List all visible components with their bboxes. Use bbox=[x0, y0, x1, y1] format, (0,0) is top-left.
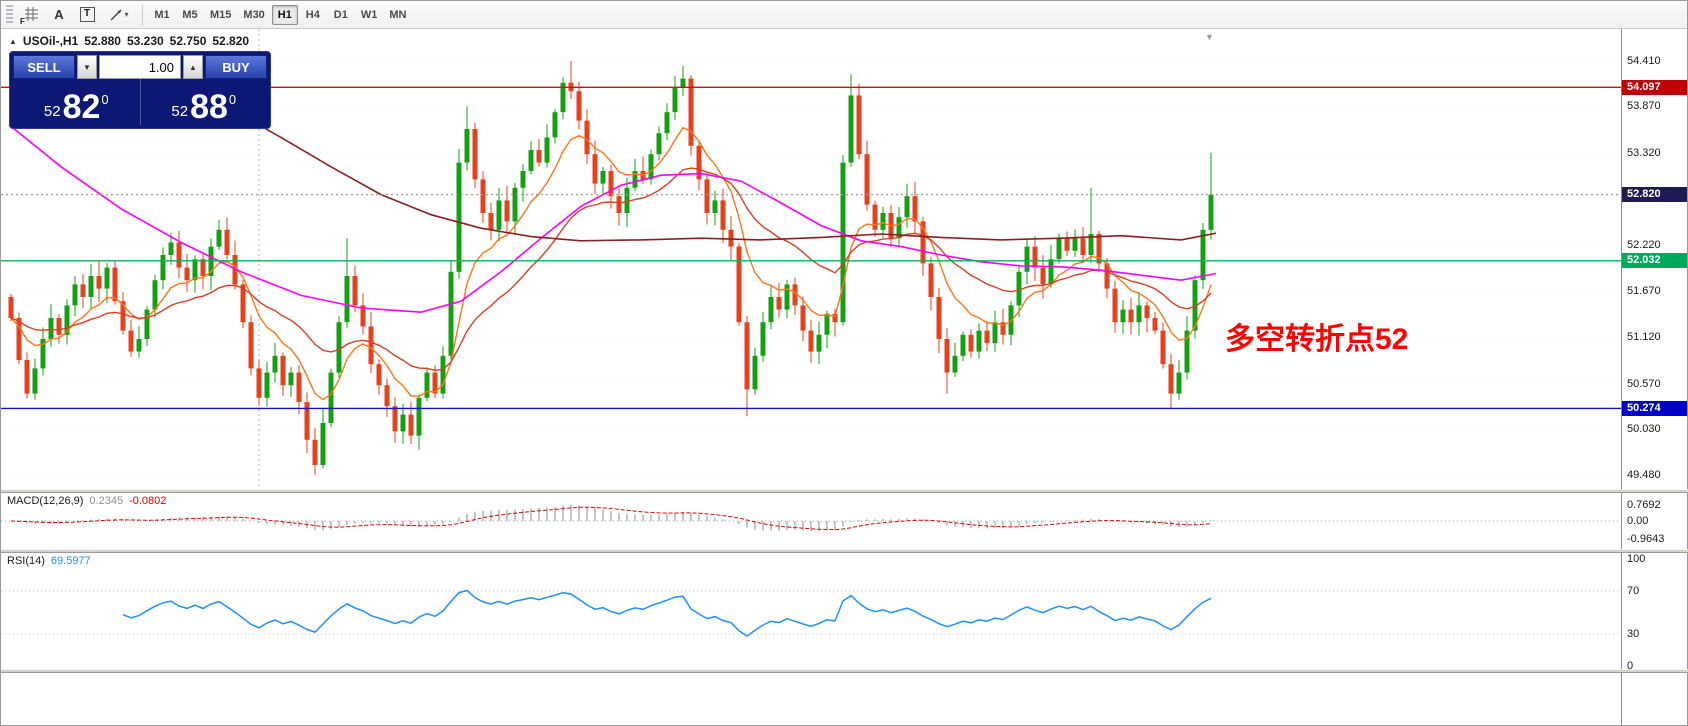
y-axis-label: 52.220 bbox=[1627, 239, 1661, 251]
y-axis-label: 49.480 bbox=[1627, 469, 1661, 481]
rsi-panel[interactable]: RSI(14) 69.5977 bbox=[1, 553, 1623, 669]
buy-button[interactable]: BUY bbox=[205, 55, 267, 79]
chart-shift-marker-icon[interactable]: ▼ bbox=[1205, 32, 1214, 42]
buy-price-prefix: 52 bbox=[171, 103, 189, 120]
timeframe-d1[interactable]: D1 bbox=[328, 5, 354, 25]
fibonacci-f-glyph: F bbox=[20, 16, 25, 26]
y-axis-label: 54.410 bbox=[1627, 55, 1661, 67]
ohlc-close: 52.820 bbox=[212, 34, 250, 48]
macd-name: MACD(12,26,9) bbox=[7, 495, 84, 507]
text-a-glyph: A bbox=[54, 7, 64, 22]
volume-down-button[interactable]: ▼ bbox=[77, 55, 97, 79]
rsi-value: 69.5977 bbox=[50, 555, 91, 567]
buy-price-sup: 0 bbox=[228, 92, 237, 107]
rsi-name: RSI(14) bbox=[7, 555, 45, 567]
sell-price[interactable]: 52 82 0 bbox=[13, 79, 140, 125]
price-badge: 52.032 bbox=[1622, 253, 1687, 268]
chart-canvas[interactable]: ▲ USOil-,H1 52.880 53.230 52.750 52.820 … bbox=[1, 29, 1623, 489]
timeframe-h4[interactable]: H4 bbox=[300, 5, 326, 25]
rsi-axis-label: 70 bbox=[1627, 585, 1640, 597]
symbol-timeframe: USOil-,H1 bbox=[22, 34, 79, 48]
sell-price-prefix: 52 bbox=[43, 103, 61, 120]
y-axis-label: 51.120 bbox=[1627, 331, 1661, 343]
volume-input[interactable] bbox=[99, 55, 181, 79]
macd-signal-value: -0.0802 bbox=[129, 495, 167, 507]
macd-label: MACD(12,26,9) 0.2345 -0.0802 bbox=[7, 495, 166, 507]
rsi-chart-svg bbox=[1, 589, 1623, 638]
grid-icon bbox=[24, 7, 38, 21]
sell-price-sup: 0 bbox=[101, 92, 109, 107]
sell-price-big: 82 bbox=[62, 88, 101, 127]
timeframe-h1[interactable]: H1 bbox=[271, 4, 298, 25]
macd-chart-svg bbox=[1, 505, 1623, 532]
one-click-trading-panel: SELL ▼ ▲ BUY 52 82 0 52 88 0 bbox=[9, 51, 271, 129]
text-label-tool-icon[interactable]: T bbox=[74, 3, 100, 27]
price-chart-svg bbox=[1, 29, 1623, 489]
ohlc-high: 53.230 bbox=[126, 34, 164, 48]
chart-header: ▲ USOil-,H1 52.880 53.230 52.750 52.820 bbox=[9, 34, 249, 48]
text-tool-icon[interactable]: A bbox=[46, 3, 72, 27]
volume-up-button[interactable]: ▲ bbox=[183, 55, 203, 79]
ohlc-low: 52.750 bbox=[169, 34, 207, 48]
ohlc-open: 52.880 bbox=[84, 34, 121, 48]
buy-price[interactable]: 52 88 0 bbox=[139, 79, 268, 127]
timeframe-mn[interactable]: MN bbox=[384, 5, 411, 25]
timeframe-m15[interactable]: M15 bbox=[205, 5, 236, 25]
sell-button[interactable]: SELL bbox=[13, 55, 75, 79]
y-axis-label: 51.670 bbox=[1627, 285, 1661, 297]
macd-axis-label: 0.7692 bbox=[1627, 499, 1661, 511]
buy-price-big: 88 bbox=[190, 88, 228, 127]
price-badge: 50.274 bbox=[1622, 401, 1687, 416]
rsi-axis-label: 30 bbox=[1627, 628, 1640, 640]
toolbar-separator bbox=[142, 4, 143, 25]
fibonacci-icon[interactable]: F bbox=[18, 3, 44, 27]
rsi-axis-label: 0 bbox=[1627, 660, 1634, 672]
macd-main-value: 0.2345 bbox=[89, 495, 124, 507]
price-axis[interactable]: 54.410 53.870 53.320 52.220 51.670 51.120 50.5… bbox=[1621, 29, 1687, 725]
timeframe-m5[interactable]: M5 bbox=[177, 5, 203, 25]
rsi-axis-label: 100 bbox=[1627, 553, 1646, 565]
toolbar-grip[interactable] bbox=[6, 4, 13, 25]
timeframe-w1[interactable]: W1 bbox=[356, 5, 383, 25]
timeframe-m30[interactable]: M30 bbox=[238, 5, 269, 25]
rsi-label: RSI(14) 69.5977 bbox=[7, 555, 91, 567]
text-t-glyph: T bbox=[79, 7, 95, 22]
macd-axis-label: 0.00 bbox=[1627, 515, 1649, 527]
panel-separator[interactable] bbox=[1, 549, 1688, 553]
y-axis-label: 50.030 bbox=[1627, 423, 1661, 435]
y-axis-label: 53.320 bbox=[1627, 147, 1661, 159]
y-axis-label: 50.570 bbox=[1627, 378, 1661, 390]
time-axis[interactable] bbox=[1, 673, 1623, 725]
macd-axis-label: -0.9643 bbox=[1627, 533, 1665, 545]
y-axis-label: 53.870 bbox=[1627, 100, 1661, 112]
price-badge: 54.097 bbox=[1622, 80, 1687, 95]
toolbar: F A T ▾ M1 M5 M15 M30 H1 H4 D1 W1 MN bbox=[1, 1, 1687, 29]
timeframe-m1[interactable]: M1 bbox=[149, 5, 175, 25]
macd-panel[interactable]: MACD(12,26,9) 0.2345 -0.0802 bbox=[1, 493, 1623, 549]
trendline-icon bbox=[110, 9, 122, 20]
panel-separator[interactable] bbox=[1, 669, 1688, 673]
chart-text-annotation: 多空转折点52 bbox=[1225, 323, 1409, 356]
panel-separator[interactable] bbox=[1, 489, 1688, 493]
price-badge: 52.820 bbox=[1622, 187, 1687, 202]
collapse-triangle-icon[interactable]: ▲ bbox=[9, 36, 17, 46]
drawing-tool-icon[interactable]: ▾ bbox=[102, 3, 136, 27]
chevron-down-icon: ▾ bbox=[124, 10, 129, 19]
